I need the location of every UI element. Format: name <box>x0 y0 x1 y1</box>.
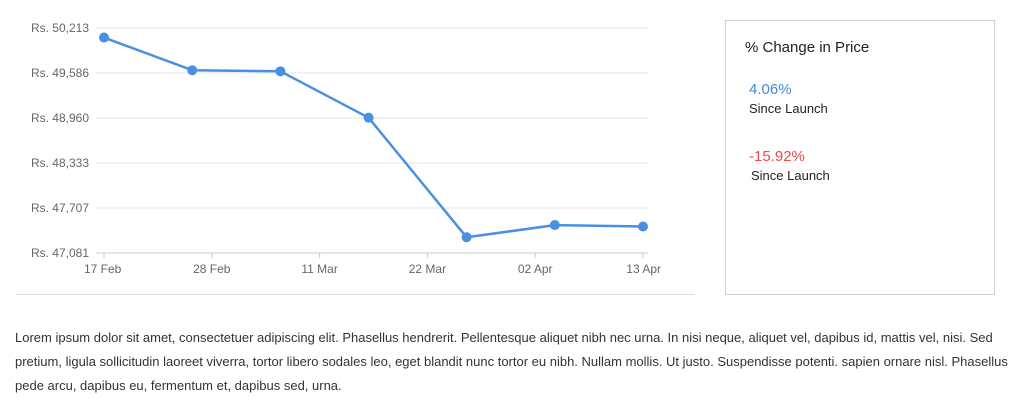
price-change-card: % Change in Price 4.06% Since Launch -15… <box>725 20 995 295</box>
card-title: % Change in Price <box>745 39 870 56</box>
data-point[interactable] <box>461 232 472 243</box>
data-point[interactable] <box>99 32 109 43</box>
stat-label: Since Launch <box>749 101 828 116</box>
x-tick-label: 22 Mar <box>409 262 446 276</box>
y-tick-label: Rs. 47,707 <box>31 201 89 215</box>
data-point[interactable] <box>549 220 560 231</box>
x-tick-label: 28 Feb <box>193 262 231 276</box>
price-line-chart: Rs. 47,081 Rs. 47,707 Rs. 48,333 Rs. 48,960… <box>0 0 700 300</box>
y-tick-label: Rs. 48,333 <box>31 156 89 170</box>
chart-canvas: Rs. 47,081 Rs. 47,707 Rs. 48,333 Rs. 48,960… <box>31 21 661 276</box>
chart-series <box>99 32 648 243</box>
y-tick-label: Rs. 48,960 <box>31 111 89 125</box>
data-point[interactable] <box>638 221 648 232</box>
x-tick-label: 02 Apr <box>518 262 553 276</box>
chart-gridlines <box>96 27 648 254</box>
y-tick-label: Rs. 50,213 <box>31 21 89 35</box>
description-paragraph: Lorem ipsum dolor sit amet, consectetuer… <box>15 330 1008 393</box>
data-point[interactable] <box>187 65 198 76</box>
chart-divider <box>16 294 695 295</box>
stat-value: -15.92% <box>749 148 805 165</box>
stat-label: Since Launch <box>751 168 830 183</box>
x-axis-ticks: 17 Feb 28 Feb 11 Mar 22 Mar 02 Apr 13 Apr <box>84 253 661 276</box>
x-tick-label: 13 Apr <box>626 262 661 276</box>
y-axis-ticks: Rs. 47,081 Rs. 47,707 Rs. 48,333 Rs. 48,960… <box>31 21 89 260</box>
stat-value: 4.06% <box>749 81 792 98</box>
x-tick-label: 11 Mar <box>301 262 337 276</box>
stat-since-launch-loss: -15.92% Since Launch <box>749 148 830 184</box>
y-tick-label: Rs. 49,586 <box>31 66 89 80</box>
y-tick-label: Rs. 47,081 <box>31 246 89 260</box>
series-line <box>103 36 644 239</box>
data-point[interactable] <box>275 66 286 77</box>
x-tick-label: 17 Feb <box>84 262 122 276</box>
stat-since-launch-gain: 4.06% Since Launch <box>749 81 828 117</box>
data-point[interactable] <box>363 112 374 123</box>
